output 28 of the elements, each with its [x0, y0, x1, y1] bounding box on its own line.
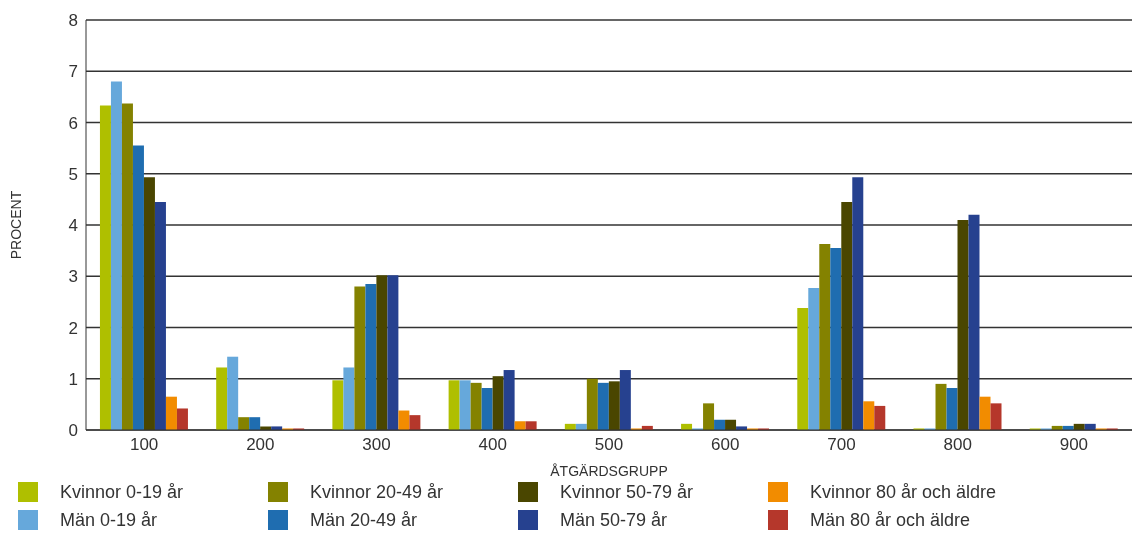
y-tick-label: 4 — [68, 216, 78, 236]
legend-label: Män 0-19 år — [60, 509, 158, 531]
legend-label: Män 50-79 år — [560, 509, 668, 531]
legend-label: Kvinnor 50-79 år — [560, 481, 694, 503]
x-tick-label: 700 — [827, 435, 856, 455]
x-tick-label: 100 — [129, 435, 159, 455]
x-tick-label: 300 — [362, 435, 391, 455]
x-tick-label: 600 — [711, 435, 740, 455]
y-tick-label: 2 — [68, 318, 78, 338]
legend-label: Kvinnor 20-49 år — [310, 481, 444, 503]
legend-label: Kvinnor 80 år och äldre — [810, 481, 997, 503]
y-tick-label: 6 — [68, 113, 78, 133]
y-axis-title: PROCENT — [7, 190, 24, 260]
x-tick-label: 900 — [1059, 435, 1089, 455]
legend-label: Män 80 år och äldre — [810, 509, 971, 531]
y-tick-label: 8 — [68, 11, 78, 31]
x-tick-label: 800 — [943, 435, 972, 455]
x-axis-title: ÅTGÄRDSGRUPP — [550, 463, 668, 479]
x-tick-label: 200 — [246, 435, 275, 455]
y-tick-label: 7 — [68, 62, 78, 82]
y-tick-label: 0 — [68, 421, 78, 441]
legend-label: Män 20-49 år — [310, 509, 418, 531]
y-tick-label: 5 — [68, 164, 78, 184]
x-tick-label: 500 — [594, 435, 624, 455]
y-tick-label: 1 — [68, 369, 78, 389]
x-tick-label: 400 — [478, 435, 507, 455]
y-tick-label: 3 — [68, 267, 78, 287]
legend-label: Kvinnor 0-19 år — [60, 481, 184, 503]
